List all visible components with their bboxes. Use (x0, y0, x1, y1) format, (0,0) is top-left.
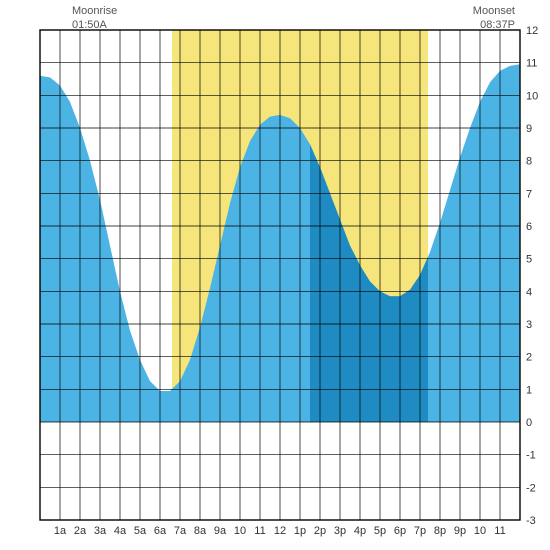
x-tick-label: 5a (134, 525, 147, 537)
x-tick-label: 4p (354, 525, 366, 537)
moonset-block: Moonset 08:37P (473, 4, 515, 33)
x-tick-label: 10 (474, 525, 486, 537)
x-tick-label: 4a (114, 525, 127, 537)
x-tick-label: 11 (254, 525, 265, 537)
x-tick-label: 10 (234, 525, 246, 537)
y-tick-label: 4 (526, 286, 532, 298)
y-tick-label: 7 (526, 188, 532, 200)
x-tick-label: 12 (274, 525, 286, 537)
moonrise-label: Moonrise (72, 4, 117, 18)
x-tick-label: 2p (314, 525, 326, 537)
x-tick-label: 8a (194, 525, 207, 537)
y-tick-label: 12 (526, 25, 538, 37)
x-tick-label: 8p (434, 525, 446, 537)
tide-chart: Moonrise 01:50A Moonset 08:37P -3-2-1012… (0, 0, 550, 550)
moonset-time: 08:37P (473, 18, 515, 32)
y-tick-label: 10 (526, 90, 538, 102)
x-tick-label: 7p (414, 525, 426, 537)
x-tick-label: 7a (174, 525, 187, 537)
x-tick-label: 3p (334, 525, 346, 537)
chart-svg: -3-2-101234567891011121a2a3a4a5a6a7a8a9a… (0, 0, 550, 550)
y-tick-label: 2 (526, 352, 532, 364)
y-tick-label: 0 (526, 417, 532, 429)
y-tick-label: -3 (526, 515, 536, 527)
y-tick-label: 5 (526, 254, 532, 266)
x-tick-label: 1a (54, 525, 67, 537)
y-tick-label: 11 (526, 58, 537, 70)
x-tick-label: 1p (294, 525, 306, 537)
moonrise-time: 01:50A (72, 18, 117, 32)
moonset-label: Moonset (473, 4, 515, 18)
y-tick-label: 1 (526, 384, 532, 396)
y-tick-label: -1 (526, 450, 536, 462)
y-tick-label: 8 (526, 156, 532, 168)
x-tick-label: 6a (154, 525, 167, 537)
x-tick-label: 3a (94, 525, 107, 537)
x-tick-label: 6p (394, 525, 406, 537)
y-tick-label: 9 (526, 123, 532, 135)
x-tick-label: 2a (74, 525, 87, 537)
y-tick-label: -2 (526, 482, 536, 494)
x-tick-label: 9p (454, 525, 466, 537)
x-tick-label: 5p (374, 525, 386, 537)
moonrise-block: Moonrise 01:50A (72, 4, 117, 33)
x-tick-label: 11 (494, 525, 505, 537)
y-tick-label: 6 (526, 221, 532, 233)
x-tick-label: 9a (214, 525, 227, 537)
y-tick-label: 3 (526, 319, 532, 331)
